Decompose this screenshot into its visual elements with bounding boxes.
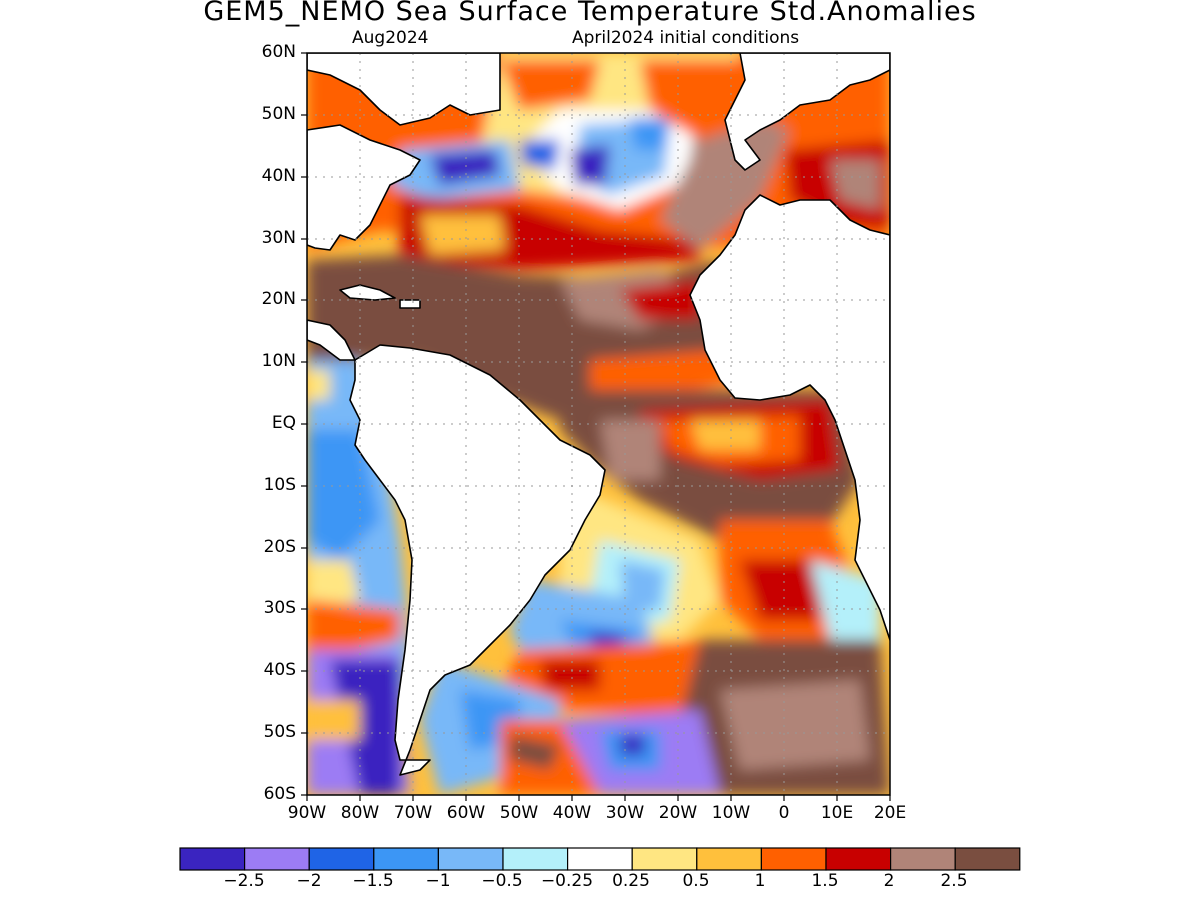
- africa-europe: [689, 53, 890, 641]
- colorbar-swatch: [308, 847, 375, 871]
- colorbar-label: 1: [754, 871, 766, 891]
- forecast-month: Aug2024: [352, 28, 429, 48]
- colorbar-swatch: [179, 847, 246, 871]
- colorbar-swatch: [631, 847, 698, 871]
- colorbar-label: −0.25: [540, 871, 594, 891]
- colorbar-label: −1: [425, 871, 451, 891]
- lat-label-60n: 60N: [261, 42, 296, 62]
- lon-label-60w: 60W: [446, 803, 486, 823]
- lat-label-30s: 30S: [263, 598, 296, 618]
- colorbar-swatch: [889, 847, 956, 871]
- lon-label-70w: 70W: [393, 803, 433, 823]
- lon-label-10w: 10W: [711, 803, 751, 823]
- colorbar-label: 0.5: [682, 871, 710, 891]
- colorbar-swatch: [373, 847, 439, 871]
- south-america: [349, 344, 606, 776]
- europe-north: [724, 53, 890, 171]
- colorbar-label: −2: [296, 871, 322, 891]
- lon-label-0: 0: [778, 803, 790, 823]
- colorbar-label: −2.5: [223, 871, 265, 891]
- colorbar-swatch: [825, 847, 892, 871]
- sst-anomaly-field: [307, 53, 890, 795]
- colorbar-label: 2: [883, 871, 895, 891]
- colorbar-label: −1.5: [352, 871, 394, 891]
- lat-label-50n: 50N: [261, 104, 296, 124]
- graticule: [307, 53, 890, 795]
- lat-label-50s: 50S: [263, 722, 296, 742]
- colorbar-swatch: [566, 847, 633, 871]
- colorbar-swatch: [244, 847, 310, 871]
- colorbar-swatch: [696, 847, 762, 871]
- lon-label-20e: 20E: [873, 803, 907, 823]
- lat-label-10n: 10N: [261, 351, 296, 371]
- lon-label-80w: 80W: [340, 803, 380, 823]
- lat-label-30n: 30N: [261, 228, 296, 248]
- lat-label-20s: 20S: [263, 537, 296, 557]
- colorbar-swatch: [502, 847, 569, 871]
- initial-conditions: April2024 initial conditions: [572, 28, 800, 48]
- lat-label-20n: 20N: [261, 289, 296, 309]
- lat-label-40s: 40S: [263, 660, 296, 680]
- map-title: GEM5_NEMO Sea Surface Temperature Std.An…: [203, 0, 977, 27]
- lat-label-60s: 60S: [263, 784, 296, 804]
- lon-label-20w: 20W: [658, 803, 698, 823]
- colorbar-swatch: [437, 847, 504, 871]
- lon-label-90w: 90W: [287, 803, 327, 823]
- continents: [307, 53, 890, 776]
- axis-ticks: [301, 52, 891, 801]
- lat-label-eq: EQ: [271, 413, 296, 433]
- lat-label-40n: 40N: [261, 166, 296, 186]
- lon-label-40w: 40W: [552, 803, 592, 823]
- central-america: [307, 319, 356, 361]
- colorbar-label: −0.5: [481, 871, 523, 891]
- north-america: [307, 53, 501, 251]
- colorbar-swatch: [954, 847, 1021, 871]
- lon-label-10e: 10E: [820, 803, 854, 823]
- colorbar-label: 2.5: [940, 871, 968, 891]
- lat-label-10s: 10S: [263, 475, 296, 495]
- colorbar-label: 1.5: [811, 871, 839, 891]
- colorbar: [179, 847, 1021, 871]
- lon-label-50w: 50W: [499, 803, 539, 823]
- colorbar-label: 0.25: [612, 871, 650, 891]
- lon-label-30w: 30W: [605, 803, 645, 823]
- colorbar-swatch: [760, 847, 827, 871]
